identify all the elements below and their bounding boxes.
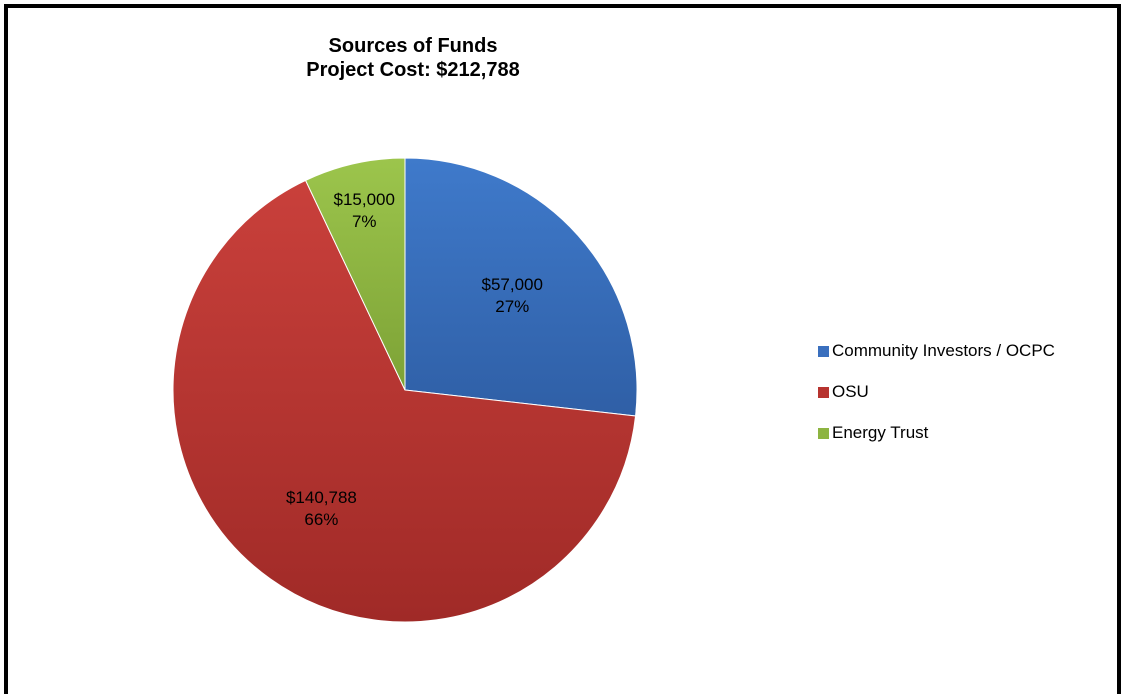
data-label-percent-energy-trust: 7% [352, 212, 377, 231]
legend-swatch [818, 427, 829, 439]
legend-label: OSU [832, 382, 869, 401]
legend: Community Investors / OCPC OSU Energy Trus… [818, 340, 1055, 463]
legend-label: Energy Trust [832, 423, 929, 442]
chart-title-line-1: Sources of Funds [328, 35, 498, 57]
data-label-value-osu: $140,788 [286, 488, 357, 507]
data-label-percent-osu: 66% [304, 510, 338, 529]
pie-slice-energy-trust [304, 157, 406, 391]
legend-item-energy-trust: Energy Trust [818, 422, 1055, 444]
data-label-value-energy-trust: $15,000 [334, 190, 395, 209]
legend-item-community-investors-ocpc: Community Investors / OCPC [818, 340, 1055, 362]
pie-slice-community-investors-ocpc [404, 157, 638, 417]
pie-data-labels: $57,000 27% $140,788 66% $15,000 7% [286, 190, 543, 529]
chart-title: Sources of Funds Project Cost: $212,788 [8, 34, 818, 82]
data-label-percent-community-investors-ocpc: 27% [495, 297, 529, 316]
legend-item-osu: OSU [818, 381, 1055, 403]
legend-swatch [818, 345, 829, 357]
pie-slice-osu [172, 179, 637, 623]
data-label-value-community-investors-ocpc: $57,000 [482, 275, 543, 294]
pie-slices [172, 157, 638, 623]
legend-swatch [818, 386, 829, 398]
chart-subtitle: Project Cost: $212,788 [306, 59, 520, 81]
legend-label: Community Investors / OCPC [832, 341, 1055, 360]
